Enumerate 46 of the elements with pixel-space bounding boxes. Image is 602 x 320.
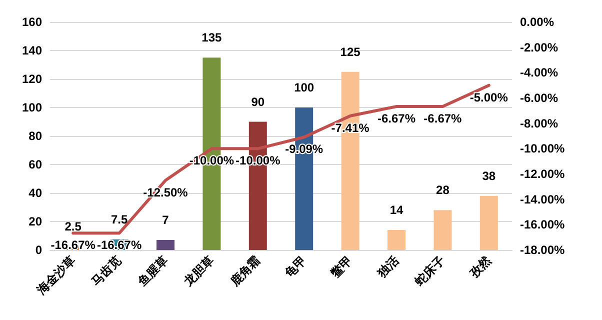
x-tick-label: 龟甲	[281, 253, 310, 281]
bar	[388, 230, 406, 250]
x-tick-label: 鳖甲	[328, 253, 356, 280]
data-label: 135	[202, 30, 222, 45]
y-tick-label: 80	[28, 129, 42, 143]
y2-tick-label: -18.00%	[520, 243, 566, 257]
data-label: 38	[482, 168, 496, 183]
data-label: 90	[251, 94, 265, 109]
data-label: -5.00%	[470, 90, 508, 104]
x-tick-label: 独活	[374, 253, 402, 281]
data-label: 100	[294, 80, 314, 94]
data-label: 125	[340, 44, 361, 59]
y-tick-label: 40	[28, 186, 42, 200]
y2-tick-label: 0.00%	[520, 15, 554, 29]
data-label: 7	[162, 213, 170, 228]
x-tick-label: 孜然	[466, 252, 495, 281]
data-label: 2.5	[64, 219, 82, 234]
data-label: 14	[390, 203, 404, 218]
data-label: -6.67%	[424, 111, 462, 126]
y-tick-label: 120	[22, 72, 42, 86]
y2-tick-label: -4.00%	[520, 66, 558, 80]
y-tick-label: 160	[22, 15, 42, 29]
y2-tick-label: -12.00%	[520, 167, 566, 181]
y2-tick-label: -2.00%	[520, 40, 558, 54]
y-tick-label: 100	[22, 100, 42, 114]
x-tick-label: 鹿角霜	[226, 253, 263, 290]
x-tick-label: 龙胆草	[180, 253, 217, 290]
y-tick-label: 140	[22, 44, 42, 58]
bar	[156, 240, 174, 250]
data-label: -16.67%	[50, 238, 96, 252]
y2-tick-label: -8.00%	[520, 116, 558, 130]
y2-tick-label: -10.00%	[520, 142, 566, 156]
data-label: 28	[436, 183, 450, 198]
bar	[434, 210, 452, 250]
data-label: 7.5	[110, 212, 128, 226]
y-tick-label: 60	[28, 158, 42, 172]
data-label: -6.67%	[377, 111, 416, 126]
x-tick-label: 蛇床子	[412, 253, 448, 290]
y2-tick-label: -6.00%	[520, 91, 558, 105]
y2-tick-label: -16.00%	[520, 218, 566, 232]
x-tick-label: 马齿苋	[88, 253, 124, 288]
y2-tick-label: -14.00%	[520, 192, 566, 206]
data-label: -7.41%	[331, 120, 370, 135]
x-tick-label: 鱼腥草	[134, 253, 170, 290]
y-tick-label: 20	[28, 214, 42, 228]
bar	[480, 196, 498, 250]
